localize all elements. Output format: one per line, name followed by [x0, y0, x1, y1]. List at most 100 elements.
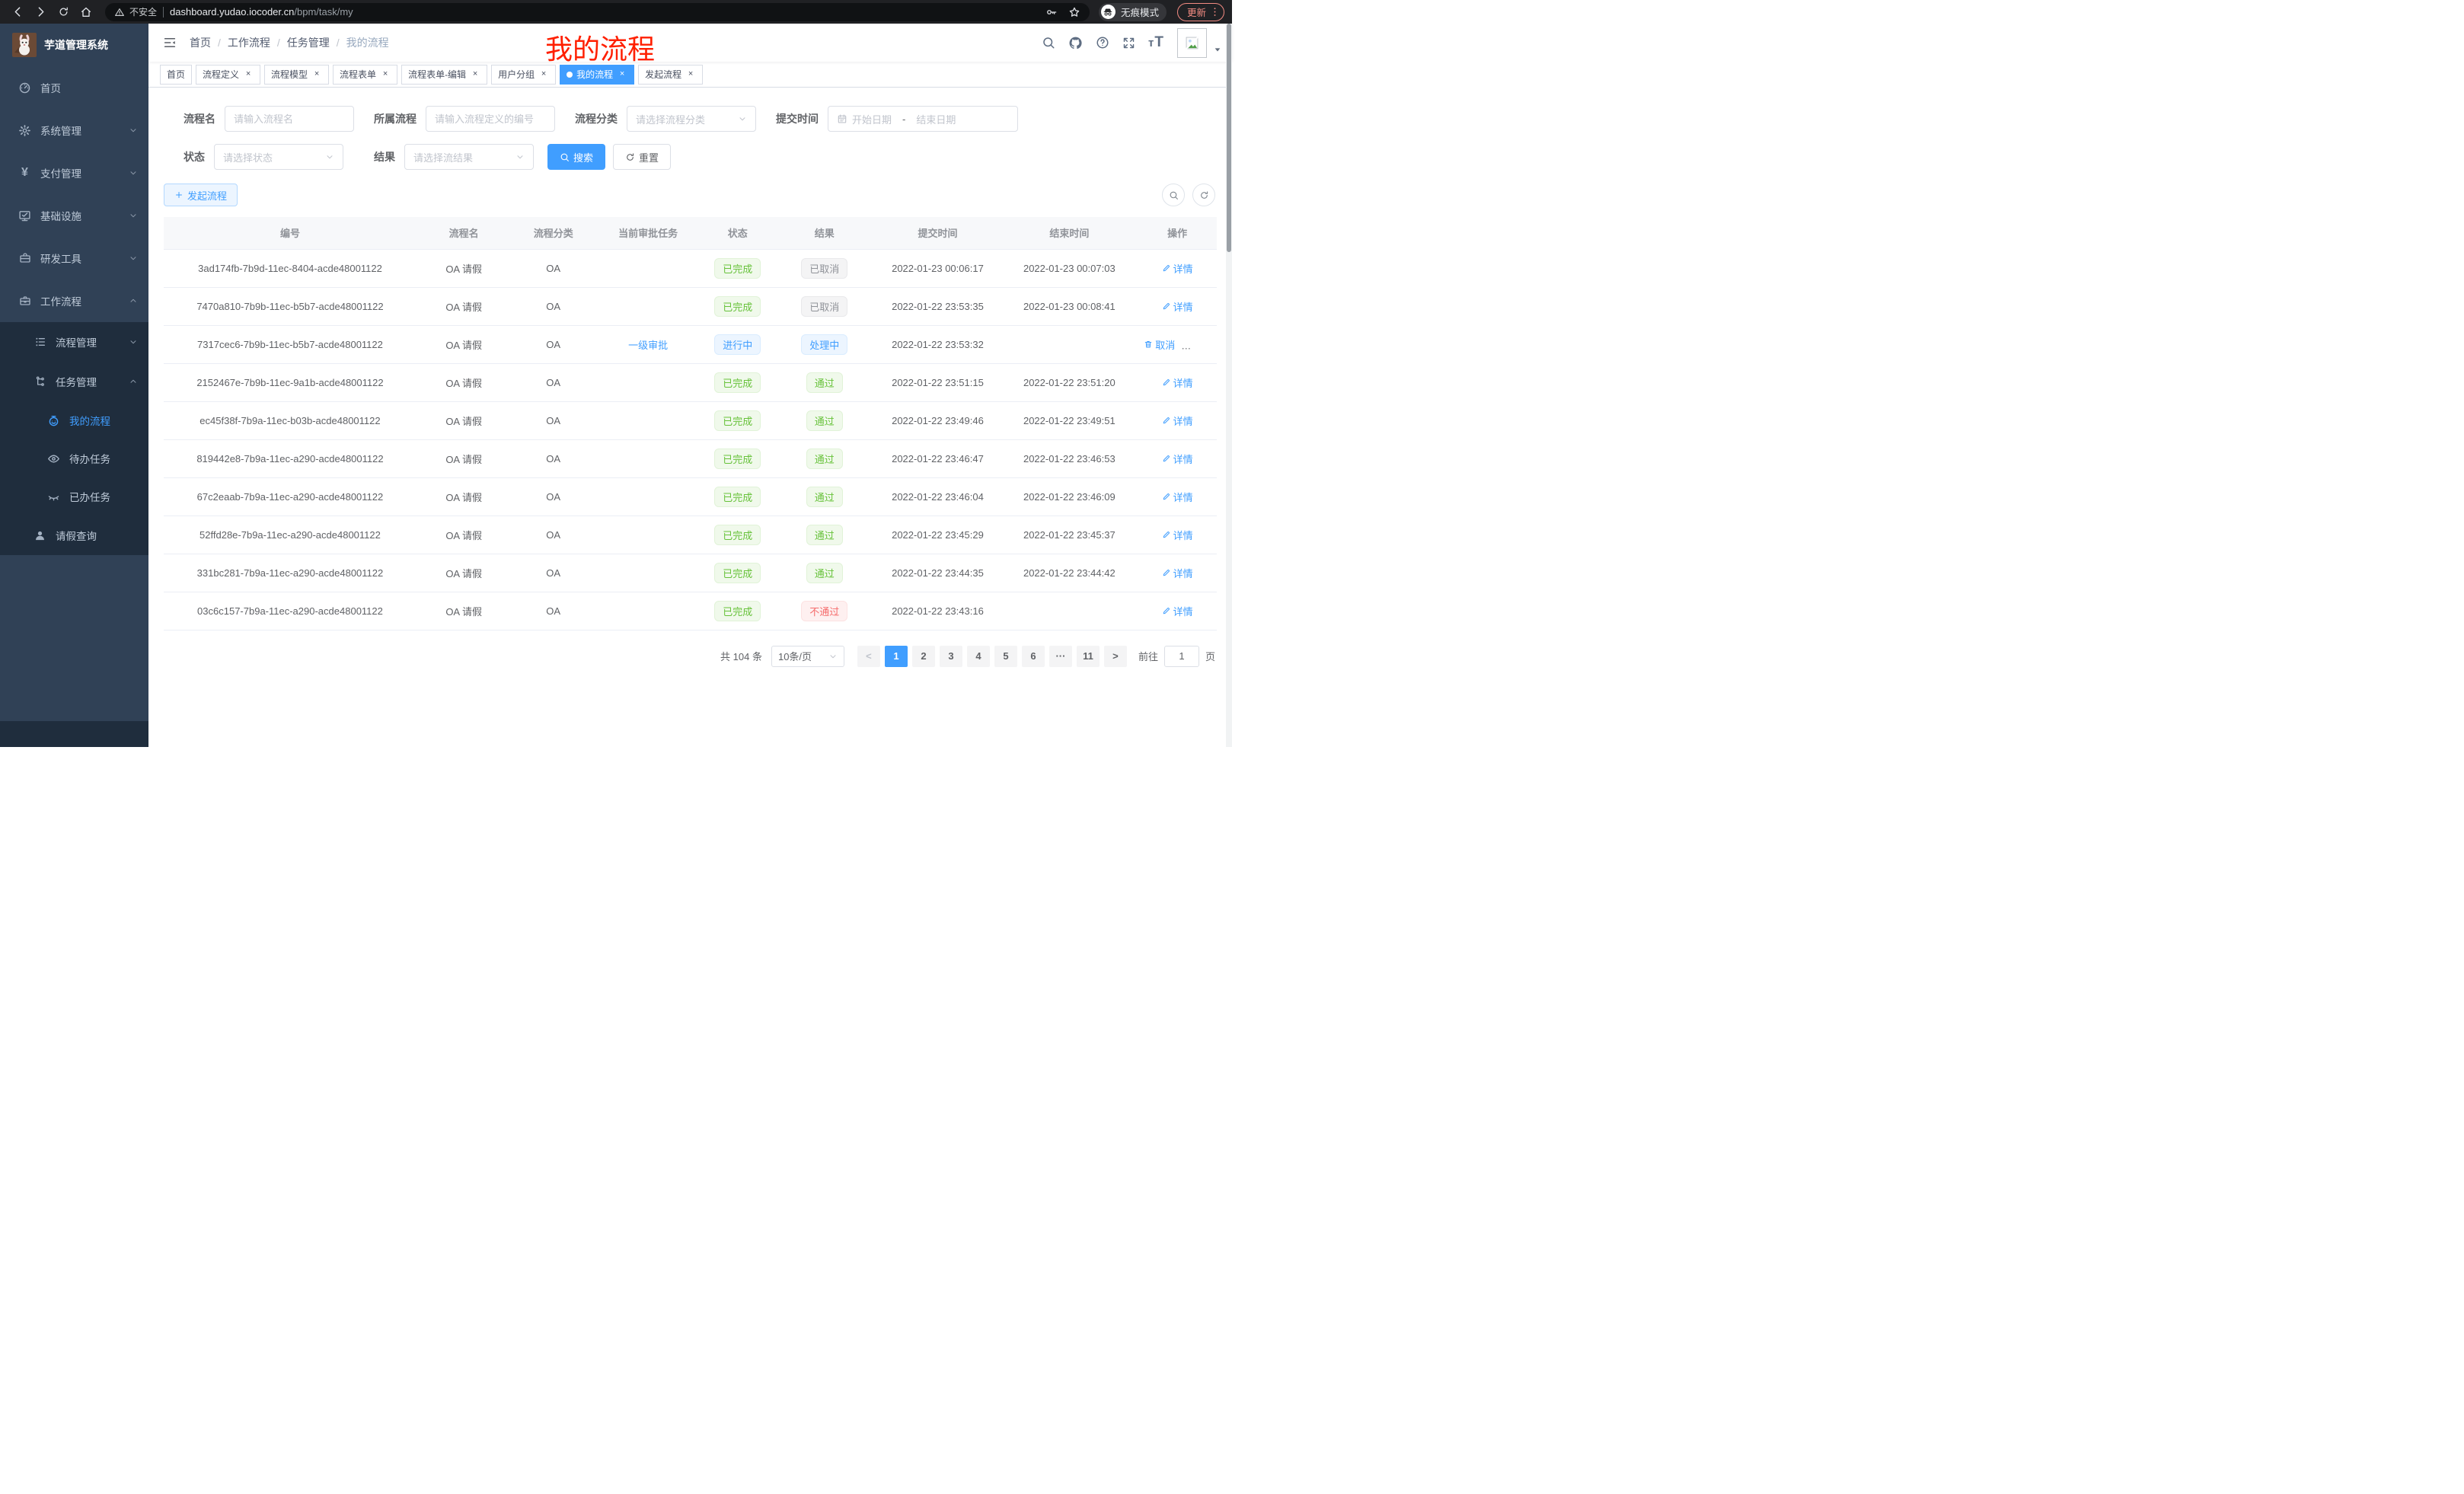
browser-update-button[interactable]: 更新: [1176, 2, 1224, 21]
reset-button[interactable]: 重置: [613, 144, 672, 170]
key-icon[interactable]: [1045, 6, 1058, 18]
page-button-5[interactable]: 5: [994, 645, 1017, 667]
search-icon[interactable]: [1042, 36, 1055, 49]
sidebar-item-toolbox[interactable]: 研发工具: [0, 237, 148, 279]
tab-首页[interactable]: 首页: [160, 64, 193, 85]
close-icon[interactable]: ×: [472, 69, 478, 78]
actions-cell: 取消 详情: [1138, 325, 1217, 364]
home-icon: [80, 6, 92, 18]
sidebar-item-suitcase[interactable]: 工作流程: [0, 279, 148, 322]
process-name-cell: OA 请假: [416, 401, 512, 440]
sidebar-item-monitor[interactable]: 基础设施: [0, 194, 148, 237]
result-select[interactable]: 请选择流结果: [404, 144, 534, 170]
task-link[interactable]: 一级审批: [628, 339, 669, 351]
process-category-cell: OA: [511, 516, 596, 554]
tab-流程表单-编辑[interactable]: 流程表单-编辑 ×: [401, 64, 488, 85]
sidebar-item-tree[interactable]: 任务管理: [0, 362, 148, 401]
breadcrumb-item[interactable]: 首页: [190, 37, 211, 49]
page-scrollbar[interactable]: [1226, 24, 1232, 747]
filter-name-label: 流程名: [184, 113, 215, 125]
sidebar-item-robot[interactable]: 我的流程: [0, 401, 148, 439]
sidebar-item-list[interactable]: 流程管理: [0, 322, 148, 362]
browser-forward-button[interactable]: [30, 2, 50, 22]
browser-home-button[interactable]: [76, 2, 96, 22]
browser-reload-button[interactable]: [53, 2, 73, 22]
status-select[interactable]: 请选择状态: [214, 144, 343, 170]
page-button-1[interactable]: 1: [884, 645, 908, 667]
sidebar-item-label: 待办任务: [69, 454, 110, 465]
sidebar-item-gear[interactable]: 系统管理: [0, 109, 148, 152]
detail-link[interactable]: 详情: [1162, 299, 1193, 314]
search-button[interactable]: 搜索: [547, 144, 606, 170]
font-size-icon[interactable]: тT: [1148, 34, 1164, 50]
refresh-icon: [1199, 190, 1209, 200]
result-cell: 通过: [774, 477, 875, 516]
sidebar-item-eye-closed[interactable]: 已办任务: [0, 477, 148, 516]
browser-back-button[interactable]: [8, 2, 27, 22]
jump-page-input[interactable]: [1163, 645, 1199, 667]
detail-link[interactable]: 详情: [1162, 566, 1193, 580]
star-icon[interactable]: [1068, 6, 1080, 18]
prev-page-button[interactable]: <: [857, 645, 880, 667]
close-icon[interactable]: ×: [382, 69, 388, 78]
close-icon[interactable]: ×: [245, 69, 251, 78]
site-security-indicator[interactable]: 不安全: [114, 5, 157, 18]
sidebar-item-dashboard[interactable]: 首页: [0, 66, 148, 109]
help-icon[interactable]: [1096, 36, 1109, 49]
chevron-down-icon: [129, 337, 138, 346]
sidebar-toggle-button[interactable]: [158, 30, 182, 55]
close-icon[interactable]: ×: [619, 69, 625, 78]
tab-发起流程[interactable]: 发起流程 ×: [638, 64, 704, 85]
detail-link[interactable]: 详情: [1162, 261, 1193, 276]
cancel-link[interactable]: 取消: [1144, 337, 1175, 352]
page-button-6[interactable]: 6: [1021, 645, 1045, 667]
create-process-button[interactable]: 发起流程: [164, 184, 238, 206]
submit-time-range-picker[interactable]: 开始日期 - 结束日期: [828, 106, 1018, 132]
tab-流程模型[interactable]: 流程模型 ×: [264, 64, 330, 85]
detail-link[interactable]: 详情: [1162, 604, 1193, 618]
process-key-input[interactable]: [426, 106, 555, 132]
sidebar-item-eye[interactable]: 待办任务: [0, 439, 148, 477]
process-name-input[interactable]: [225, 106, 354, 132]
close-icon[interactable]: ×: [314, 69, 320, 78]
sidebar-item-label: 已办任务: [69, 492, 110, 503]
status-cell: 已完成: [701, 554, 775, 592]
detail-link[interactable]: 详情: [1162, 490, 1193, 504]
page-button-2[interactable]: 2: [911, 645, 935, 667]
next-page-button[interactable]: >: [1103, 645, 1127, 667]
main-area: 我的流程 首页 / 工作流程 / 任务管理 / 我的流程 тT 首页 流程定义 × 流程模型 × 流程…: [148, 24, 1232, 747]
process-table: 编号 流程名 流程分类 当前审批任务 状态 结果 提交时间 结束时间 操作 3ad174fb-7…: [164, 217, 1217, 630]
breadcrumb-item[interactable]: 工作流程: [227, 37, 270, 49]
detail-link[interactable]: 详情: [1162, 528, 1193, 542]
tab-流程表单[interactable]: 流程表单 ×: [333, 64, 398, 85]
github-icon[interactable]: [1068, 36, 1083, 50]
category-select[interactable]: 请选择流程分类: [627, 106, 756, 132]
toggle-search-button[interactable]: [1162, 184, 1185, 206]
fullscreen-icon[interactable]: [1122, 37, 1135, 49]
scrollbar-thumb[interactable]: [1227, 24, 1231, 252]
close-icon[interactable]: ×: [541, 69, 547, 78]
breadcrumb-item[interactable]: 任务管理: [286, 37, 330, 49]
refresh-table-button[interactable]: [1192, 184, 1215, 206]
caret-down-icon[interactable]: [1214, 46, 1221, 53]
tab-我的流程[interactable]: 我的流程 ×: [560, 64, 635, 85]
avatar[interactable]: [1177, 27, 1207, 58]
submit-time-cell: 2022-01-22 23:53:32: [874, 325, 1001, 364]
sidebar-item-user[interactable]: 请假查询: [0, 516, 148, 555]
page-size-select[interactable]: 10条/页: [771, 645, 844, 667]
page-ellipsis[interactable]: ···: [1048, 645, 1072, 667]
page-button-4[interactable]: 4: [966, 645, 990, 667]
sidebar-logo[interactable]: 芋道管理系统: [0, 24, 148, 66]
page-button-3[interactable]: 3: [939, 645, 962, 667]
detail-link[interactable]: 详情: [1162, 452, 1193, 466]
address-bar[interactable]: 不安全 dashboard.yudao.iocoder.cn/bpm/task/…: [105, 2, 1090, 21]
tab-流程定义[interactable]: 流程定义 ×: [196, 64, 261, 85]
close-icon[interactable]: ×: [688, 69, 694, 78]
sidebar-item-yen[interactable]: ¥ 支付管理: [0, 152, 148, 194]
detail-link[interactable]: 详情: [1162, 413, 1193, 428]
tab-用户分组[interactable]: 用户分组 ×: [491, 64, 557, 85]
detail-link[interactable]: 详情: [1181, 337, 1212, 352]
page-button-11[interactable]: 11: [1076, 645, 1100, 667]
detail-link[interactable]: 详情: [1162, 375, 1193, 390]
end-time-cell: [1001, 592, 1138, 630]
